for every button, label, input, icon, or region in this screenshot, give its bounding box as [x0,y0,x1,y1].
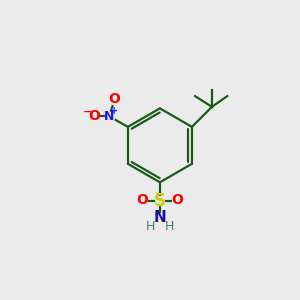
Text: O: O [136,193,148,207]
Text: N: N [104,110,115,123]
Text: O: O [108,92,120,106]
Text: +: + [110,106,118,116]
Text: O: O [172,193,184,207]
Text: −: − [83,106,92,116]
Text: O: O [88,109,100,123]
Text: H: H [164,220,174,233]
Text: N: N [154,210,166,225]
Text: S: S [154,192,166,210]
Text: H: H [146,220,155,233]
